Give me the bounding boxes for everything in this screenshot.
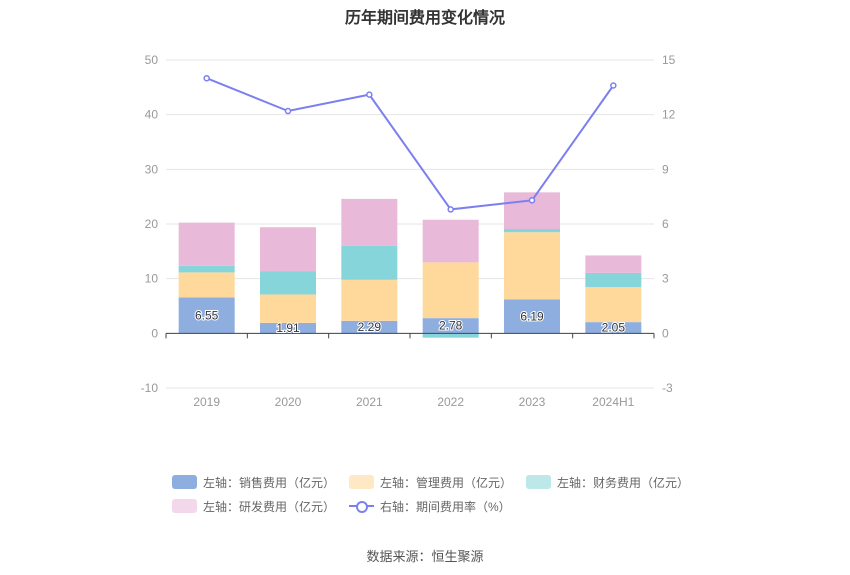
legend-label-finance: 左轴：财务费用（亿元） [557, 475, 690, 490]
legend-item-finance[interactable]: 左轴：财务费用（亿元） [526, 474, 689, 491]
sales-data-label: 2.29 [358, 320, 382, 334]
bar-segment [422, 219, 479, 263]
bar-segment [260, 227, 316, 272]
bar-segment [504, 232, 560, 300]
rate-point [447, 206, 454, 213]
right-tick-label: 15 [662, 53, 676, 67]
sales-data-label: 6.19 [520, 309, 544, 323]
legend-label-rnd: 左轴：研发费用（亿元） [203, 499, 336, 514]
bar-segment [178, 222, 235, 266]
bar-segment [341, 198, 398, 246]
line-series [203, 74, 617, 213]
bar-segment [422, 333, 479, 338]
grid-lines [166, 59, 654, 389]
x-tick-label: 2019 [193, 395, 220, 409]
left-tick-label: 20 [145, 217, 159, 231]
legend-swatch-finance [526, 475, 552, 489]
legend-item-sales[interactable]: 左轴：销售费用（亿元） [172, 474, 335, 491]
rate-point [610, 82, 617, 89]
right-axis-ticks: -3 0 3 6 9 12 15 [662, 53, 676, 395]
rate-point [284, 107, 292, 115]
bar-segment [178, 265, 235, 273]
bar-segment [422, 318, 479, 334]
bar-segment [585, 322, 642, 334]
x-axis: 2019 2020 2021 2022 2023 2024H1 [165, 332, 655, 409]
source-note: 数据来源：恒生聚源 [366, 549, 484, 564]
bar-segment [260, 294, 316, 323]
bar-segment [585, 287, 642, 323]
x-tick-label: 2022 [437, 395, 464, 409]
left-tick-label: 10 [145, 272, 159, 286]
data-labels: 6.55 1.91 2.29 2.78 6.19 2.05 [194, 307, 626, 336]
right-tick-label: 6 [662, 217, 669, 231]
bar-segment [260, 322, 316, 334]
left-tick-label: 50 [145, 53, 159, 67]
legend-swatch-rnd [172, 499, 197, 513]
legend-item-rate[interactable]: 右轴：期间费用率（%） [349, 498, 511, 515]
legend-item-rnd[interactable]: 左轴：研发费用（亿元） [172, 498, 335, 515]
x-tick-label: 2024H1 [592, 395, 634, 409]
x-tick-label: 2020 [275, 395, 302, 409]
right-tick-label: 12 [662, 108, 676, 122]
bar-segment [178, 297, 235, 334]
legend-label-admin: 左轴：管理费用（亿元） [380, 475, 513, 490]
rate-line [206, 77, 615, 211]
sales-data-label: 2.05 [602, 321, 626, 335]
bar-series [178, 192, 642, 338]
legend-label-rate: 右轴：期间费用率（%） [380, 499, 511, 514]
bar-segment [341, 320, 398, 334]
right-tick-label: 0 [662, 326, 669, 340]
bar-segment [585, 272, 642, 288]
sales-data-label: 2.78 [439, 319, 463, 333]
x-tick-label: 2021 [356, 395, 383, 409]
legend-label-sales: 左轴：销售费用（亿元） [203, 475, 336, 490]
bar-segment [504, 228, 560, 233]
legend-swatch-sales [172, 475, 197, 489]
left-axis-ticks: -10 0 10 20 30 40 50 [141, 53, 159, 395]
legend-line-icon [349, 499, 375, 513]
left-tick-label: 0 [151, 326, 158, 340]
sales-data-label: 1.91 [276, 321, 300, 335]
legend-item-admin[interactable]: 左轴：管理费用（亿元） [349, 474, 512, 491]
rate-point [528, 197, 536, 204]
bar-segment [585, 255, 642, 273]
left-tick-label: 30 [145, 162, 159, 176]
right-tick-label: -3 [662, 381, 673, 395]
left-tick-label: -10 [141, 381, 159, 395]
rate-point [366, 91, 373, 98]
x-tick-label: 2023 [519, 395, 546, 409]
legend-swatch-admin [349, 475, 375, 489]
rate-point [203, 74, 210, 82]
left-tick-label: 40 [145, 108, 159, 122]
sales-data-label: 6.55 [195, 308, 219, 322]
bar-segment [341, 245, 398, 280]
right-tick-label: 3 [662, 272, 669, 286]
right-tick-label: 9 [662, 162, 669, 176]
bar-segment [260, 271, 316, 295]
bar-segment [422, 262, 479, 319]
bar-segment [504, 299, 560, 334]
bar-segment [178, 272, 235, 298]
bar-segment [341, 279, 398, 321]
chart-title: 历年期间费用变化情况 [344, 10, 505, 27]
legend: 左轴：销售费用（亿元） 左轴：管理费用（亿元） 左轴：财务费用（亿元） 左轴：研… [172, 470, 692, 518]
